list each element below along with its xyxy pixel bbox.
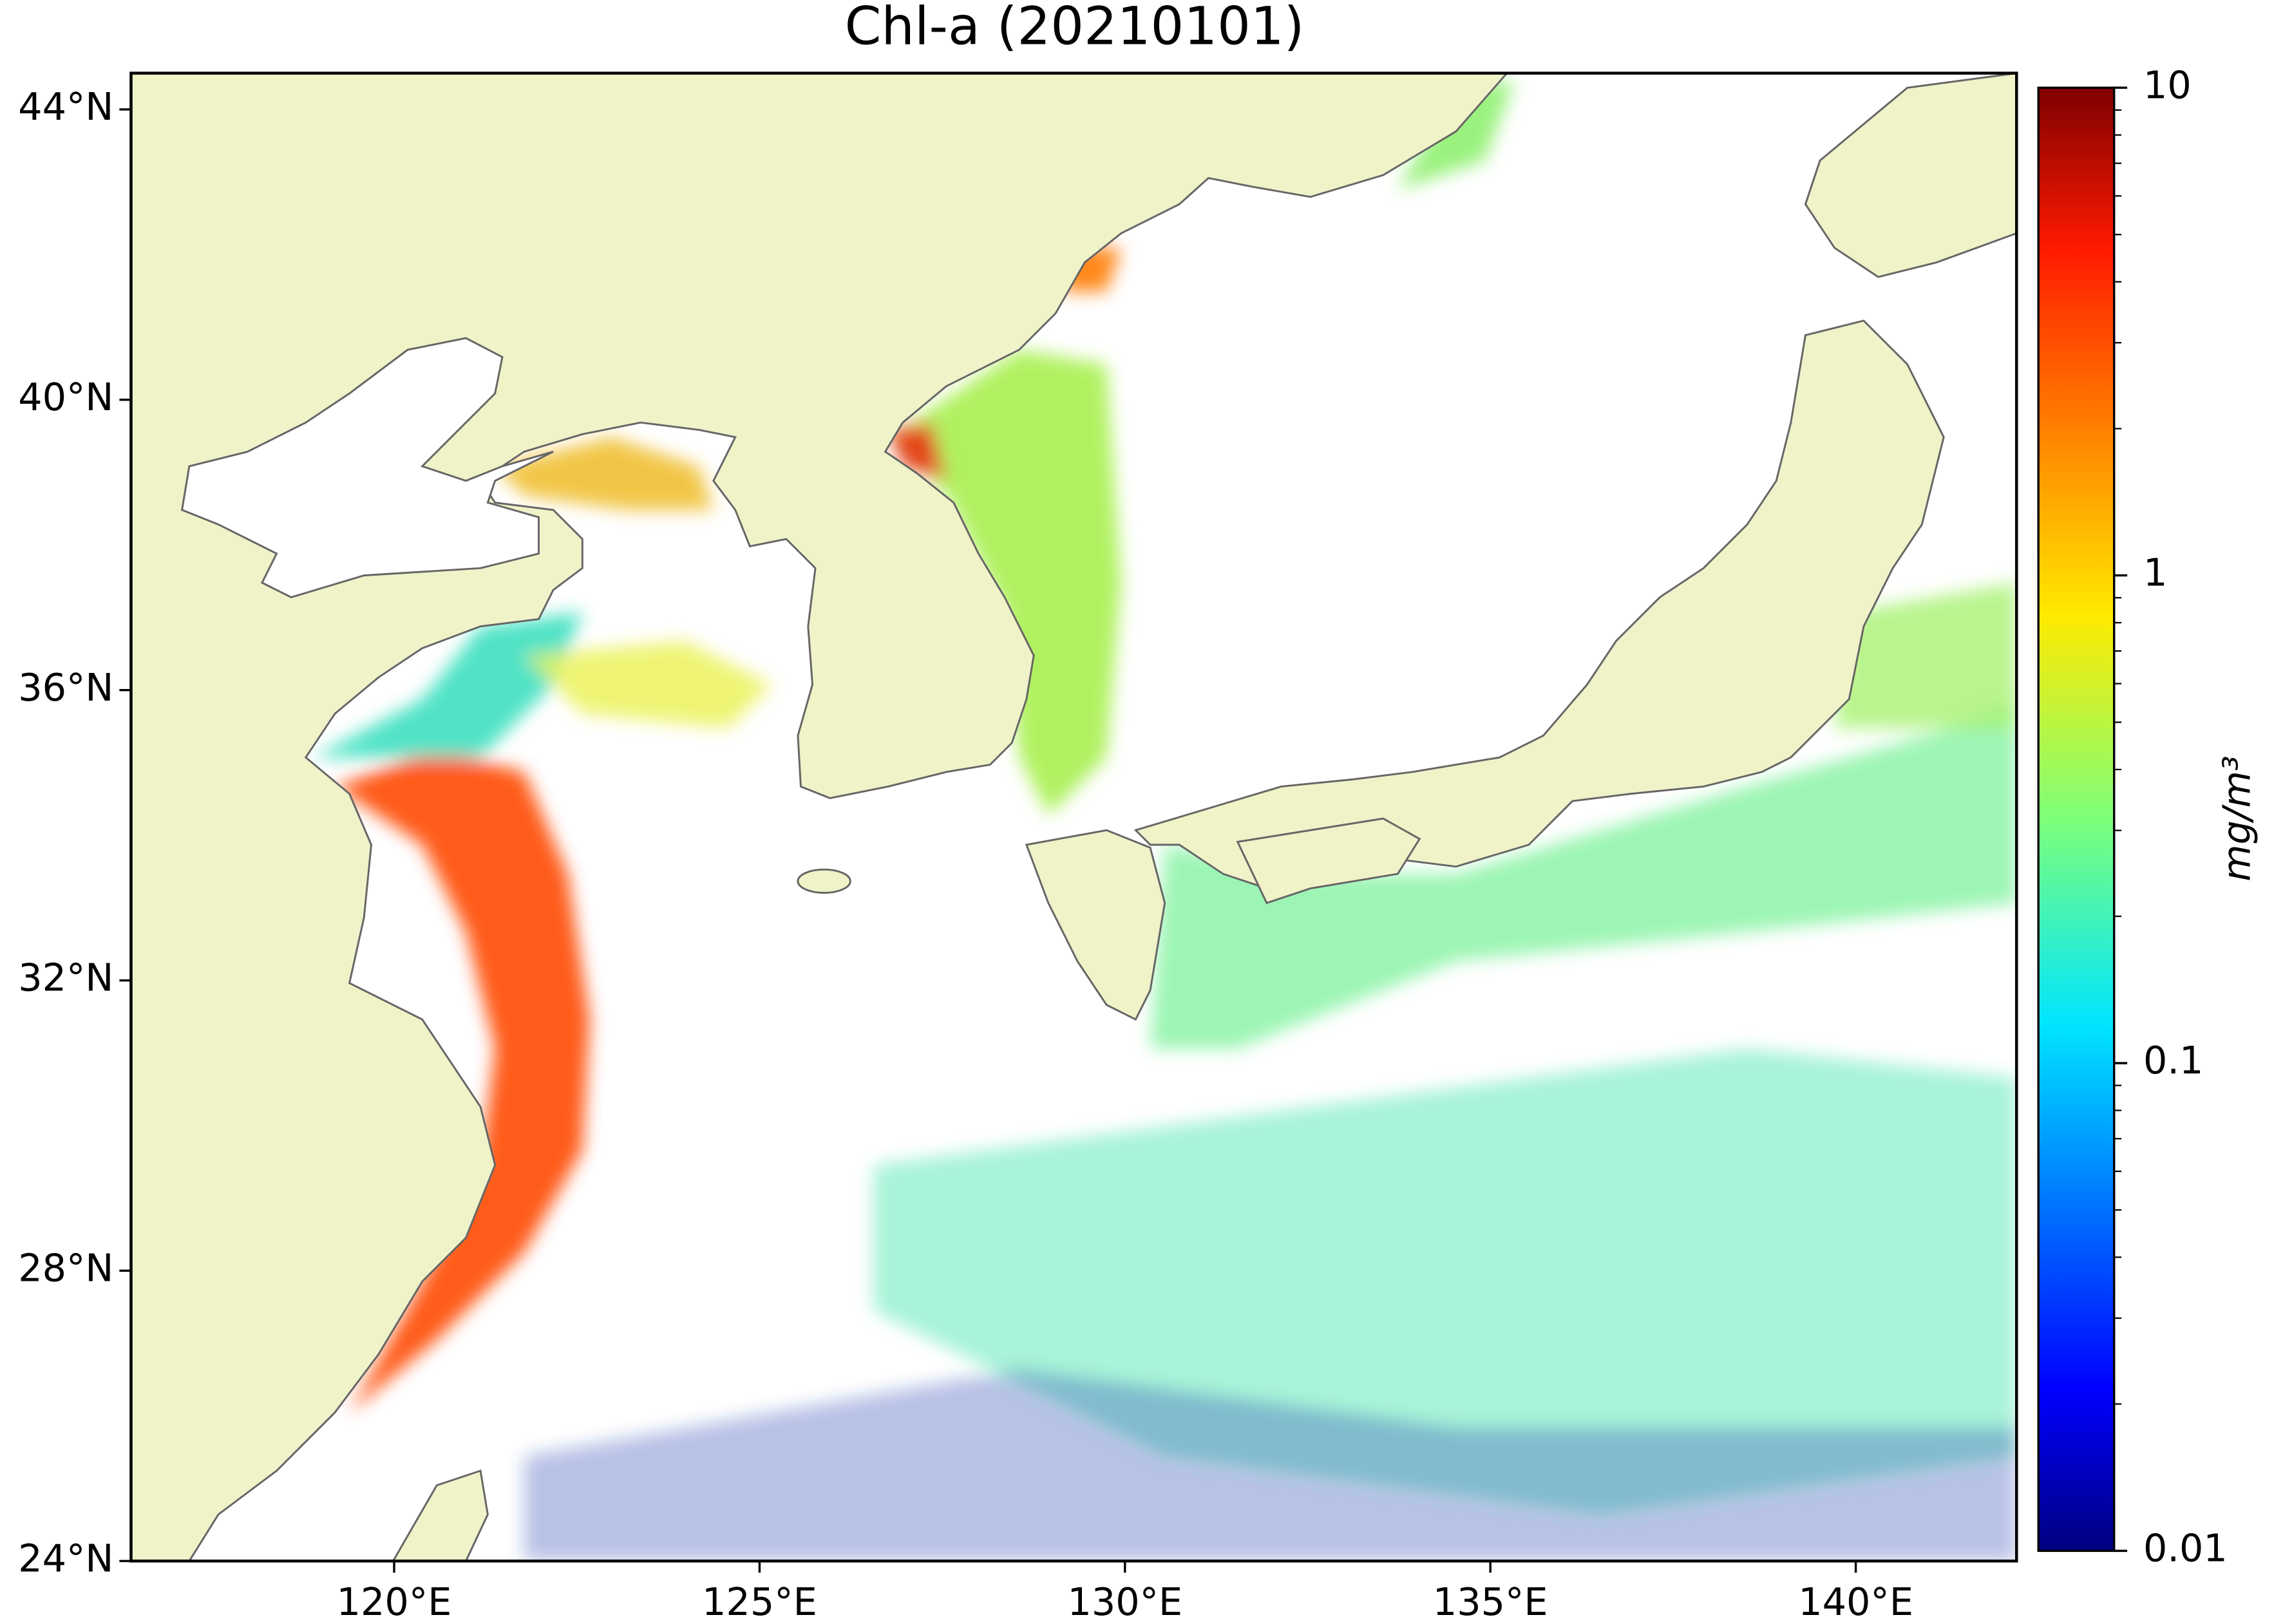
kyushu xyxy=(1025,829,1166,1021)
colorbar-tick-label: 0.1 xyxy=(2143,1038,2203,1082)
x-tick-label: 120°E xyxy=(337,1580,452,1624)
x-tick-label: 125°E xyxy=(702,1580,817,1624)
chl-field xyxy=(283,80,2017,1562)
y-tick-label: 32°N xyxy=(18,956,113,1000)
colorbar-tick-label: 10 xyxy=(2143,62,2192,107)
x-tick-label: 130°E xyxy=(1067,1580,1182,1624)
chart-title: Chl-a (20210101) xyxy=(845,0,1305,57)
bohai-sea xyxy=(180,337,554,599)
y-tick-label: 44°N xyxy=(18,84,113,129)
colorbar xyxy=(2037,86,2116,1553)
colorbar-tick-label: 0.01 xyxy=(2143,1525,2228,1570)
asia-mainland xyxy=(131,73,1508,1562)
map-area xyxy=(131,73,2017,1562)
x-tick-label: 140°E xyxy=(1798,1580,1913,1624)
colorbar-label: mg/m³ xyxy=(2214,756,2259,882)
shikoku xyxy=(1236,817,1421,905)
y-tick-label: 36°N xyxy=(18,665,113,710)
hokkaido xyxy=(1804,73,2017,278)
colorbar-tick-label: 1 xyxy=(2143,551,2167,595)
jeju xyxy=(797,868,851,894)
y-tick-label: 40°N xyxy=(18,375,113,419)
x-tick-label: 135°E xyxy=(1433,1580,1548,1624)
y-tick-label: 28°N xyxy=(18,1245,113,1290)
plot-frame xyxy=(129,71,2018,1563)
taiwan xyxy=(392,1469,489,1562)
y-tick-label: 24°N xyxy=(18,1536,113,1580)
